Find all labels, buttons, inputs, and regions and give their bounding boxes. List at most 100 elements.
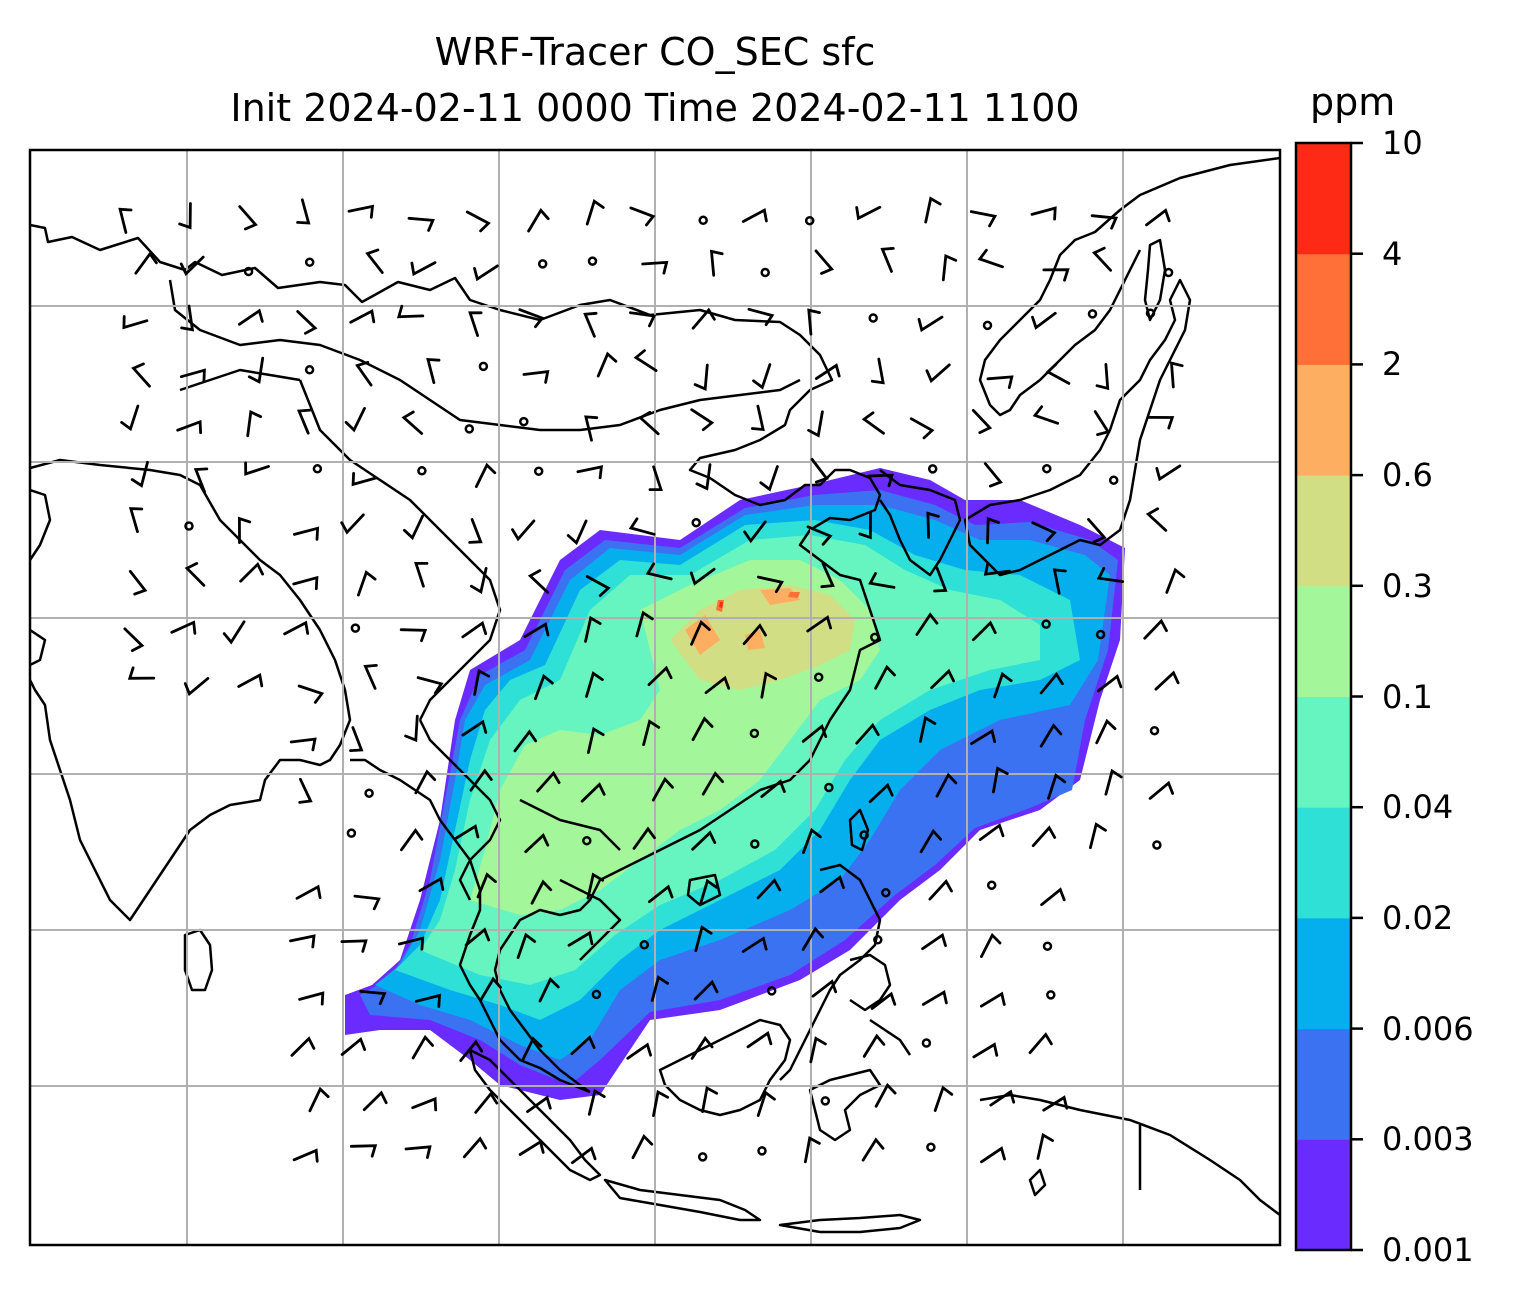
wind-barb — [357, 570, 377, 597]
wind-barb-calm — [926, 1142, 936, 1152]
wind-barb — [992, 766, 1009, 794]
wind-barb — [693, 979, 719, 1001]
colorbar-tick-label: 4 — [1382, 234, 1403, 273]
wind-barb — [986, 375, 1014, 389]
wind-barb — [804, 1136, 821, 1164]
wind-barb — [1045, 363, 1071, 385]
wind-barb — [1096, 674, 1123, 693]
wind-barb — [238, 308, 264, 326]
wind-barb — [750, 404, 765, 432]
wind-barb — [691, 307, 716, 330]
wind-barb — [524, 832, 550, 854]
coastline-south-asia — [30, 458, 352, 922]
wind-barb — [566, 519, 588, 546]
plume-band-0.6 — [685, 588, 800, 655]
wind-barb — [296, 198, 311, 225]
wind-barb — [1145, 208, 1171, 227]
wind-barb — [814, 249, 835, 275]
wind-barb-calm — [813, 672, 824, 682]
wind-barb — [396, 304, 425, 319]
wind-barb — [131, 362, 151, 388]
wind-barb-calm — [921, 1038, 932, 1048]
wind-barb — [237, 516, 252, 544]
wind-barb-calm — [691, 517, 701, 528]
wind-barb — [349, 308, 376, 324]
wind-barb — [1095, 718, 1117, 745]
colorbar-swatch-0.001 — [1296, 1139, 1351, 1251]
wind-barb-calm — [582, 835, 592, 846]
wind-barb — [742, 623, 767, 646]
wind-barb — [570, 1146, 597, 1165]
wind-barb — [874, 664, 896, 690]
wind-barb — [941, 253, 958, 282]
wind-barb — [1165, 567, 1186, 594]
wind-barb-calm — [868, 313, 878, 323]
wind-barb — [645, 562, 673, 581]
wind-barb — [756, 1090, 776, 1117]
wind-barb — [349, 726, 364, 752]
wind-barb — [340, 1036, 367, 1056]
wind-barb — [628, 517, 656, 536]
colorbar-swatch-0.02 — [1296, 807, 1351, 919]
wind-barb — [468, 311, 483, 337]
colorbar-tick-label: 0.006 — [1382, 1009, 1474, 1048]
chart-title-line-1: WRF-Tracer CO_SEC sfc — [434, 30, 876, 74]
wind-barb — [811, 979, 838, 998]
wind-barb — [344, 407, 366, 433]
wind-barb — [584, 615, 602, 643]
wind-barb — [810, 458, 829, 484]
colorbar-tick-label: 0.02 — [1382, 898, 1454, 937]
wind-barb — [979, 991, 1006, 1008]
wind-barb — [760, 779, 786, 798]
wind-barb — [459, 1039, 484, 1062]
wind-barb — [933, 1085, 954, 1112]
wind-barb — [801, 723, 828, 743]
colorbar-swatch-0.3 — [1296, 475, 1351, 587]
wind-barb — [400, 828, 424, 852]
wind-barb — [693, 363, 709, 391]
wind-barb — [741, 936, 768, 953]
wind-barb — [298, 991, 325, 1006]
wind-barb — [534, 673, 554, 701]
wind-barb — [580, 782, 606, 803]
coastline-korea — [878, 469, 962, 577]
wind-barb — [469, 768, 493, 792]
wind-barb-calm — [982, 320, 993, 331]
wind-barb — [1030, 206, 1057, 221]
wind-barb — [1104, 768, 1123, 796]
wind-barb — [527, 208, 550, 233]
wind-barb-calm — [760, 267, 770, 278]
wind-barb — [295, 884, 322, 900]
wind-barb — [1031, 825, 1057, 848]
wind-barb — [476, 872, 497, 899]
wind-barb — [917, 315, 944, 333]
wind-barb — [972, 1042, 999, 1059]
wind-barb — [237, 672, 264, 688]
wind-barb — [1093, 410, 1111, 436]
wind-barb — [567, 930, 594, 947]
coastline-borneo — [658, 1018, 792, 1117]
wind-barb — [969, 210, 998, 228]
colorbar-swatches — [1296, 143, 1351, 1251]
wind-barb — [919, 715, 937, 743]
wind-barb — [1039, 723, 1063, 748]
wind-barb — [1036, 1132, 1054, 1160]
wind-barb — [404, 714, 419, 743]
wind-barb — [176, 419, 202, 435]
wind-barb — [596, 351, 618, 378]
wind-barb — [289, 737, 317, 752]
wind-barb-calm — [881, 887, 891, 898]
wind-barb — [1031, 311, 1057, 330]
wind-barb — [924, 196, 942, 224]
wind-barb — [868, 572, 896, 589]
wind-barb — [244, 461, 270, 476]
map-frame — [28, 148, 1282, 1247]
wind-barb — [468, 518, 483, 544]
colorbar-swatch-0.6 — [1296, 364, 1351, 476]
wind-barb — [802, 827, 822, 854]
wind-barb — [179, 255, 205, 277]
wind-barb — [704, 675, 731, 695]
wind-barb-calm — [986, 880, 997, 890]
wind-barb-calm — [1046, 990, 1056, 1000]
